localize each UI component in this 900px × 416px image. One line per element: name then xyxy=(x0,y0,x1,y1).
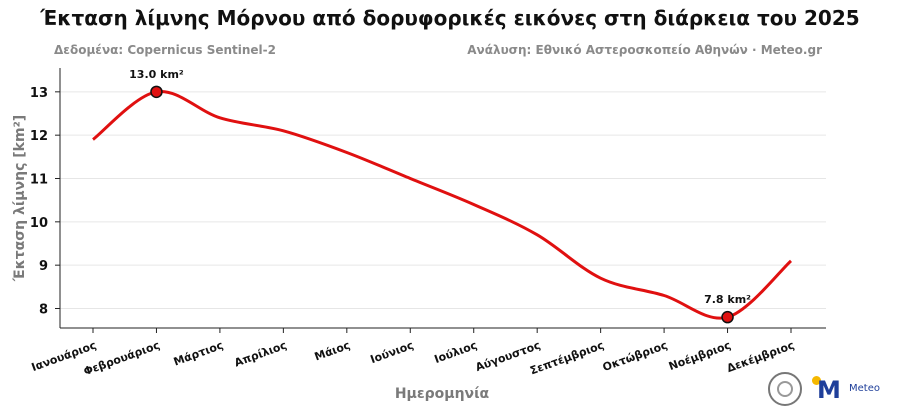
y-tick-label: 12 xyxy=(30,129,48,144)
logos: M Meteo xyxy=(768,372,880,406)
y-tick-label: 13 xyxy=(30,86,48,101)
y-tick-label: 11 xyxy=(30,173,48,188)
x-tick-label: Νοέμβριος xyxy=(667,339,733,373)
x-tick-label: Οκτώβριος xyxy=(601,339,669,374)
data-label: 13.0 km² xyxy=(129,68,184,81)
x-tick-label: Μάιος xyxy=(313,339,352,364)
x-tick-label: Μάρτιος xyxy=(172,339,225,369)
y-tick-label: 9 xyxy=(39,259,48,274)
x-tick-label: Απρίλιος xyxy=(233,339,289,370)
data-source-label: Δεδομένα: Copernicus Sentinel-2 xyxy=(54,43,276,57)
data-label: 7.8 km² xyxy=(704,293,751,306)
x-tick-label: Ιούλιος xyxy=(433,339,479,366)
y-axis-label: Έκταση λίμνης [km²] xyxy=(12,115,28,282)
extreme-marker xyxy=(721,310,734,324)
x-tick-label: Δεκέμβριος xyxy=(725,339,796,375)
meteo-logo-text: Meteo xyxy=(849,383,880,394)
observatory-seal-icon xyxy=(768,372,803,406)
chart-title: Έκταση λίμνης Μόρνου από δορυφορικές εικ… xyxy=(40,6,860,30)
x-axis-label: Ημερομηνία xyxy=(395,386,490,402)
y-tick-label: 8 xyxy=(39,303,48,318)
meteo-logo-icon: M xyxy=(812,376,846,402)
x-tick-label: Ιούνιος xyxy=(369,339,416,367)
series-line xyxy=(92,90,793,320)
analysis-credit-label: Ανάλυση: Εθνικό Αστεροσκοπείο Αθηνών · M… xyxy=(467,43,822,57)
y-tick-label: 10 xyxy=(30,216,48,231)
extreme-marker xyxy=(150,85,163,99)
meteo-logo: M Meteo xyxy=(812,376,880,402)
